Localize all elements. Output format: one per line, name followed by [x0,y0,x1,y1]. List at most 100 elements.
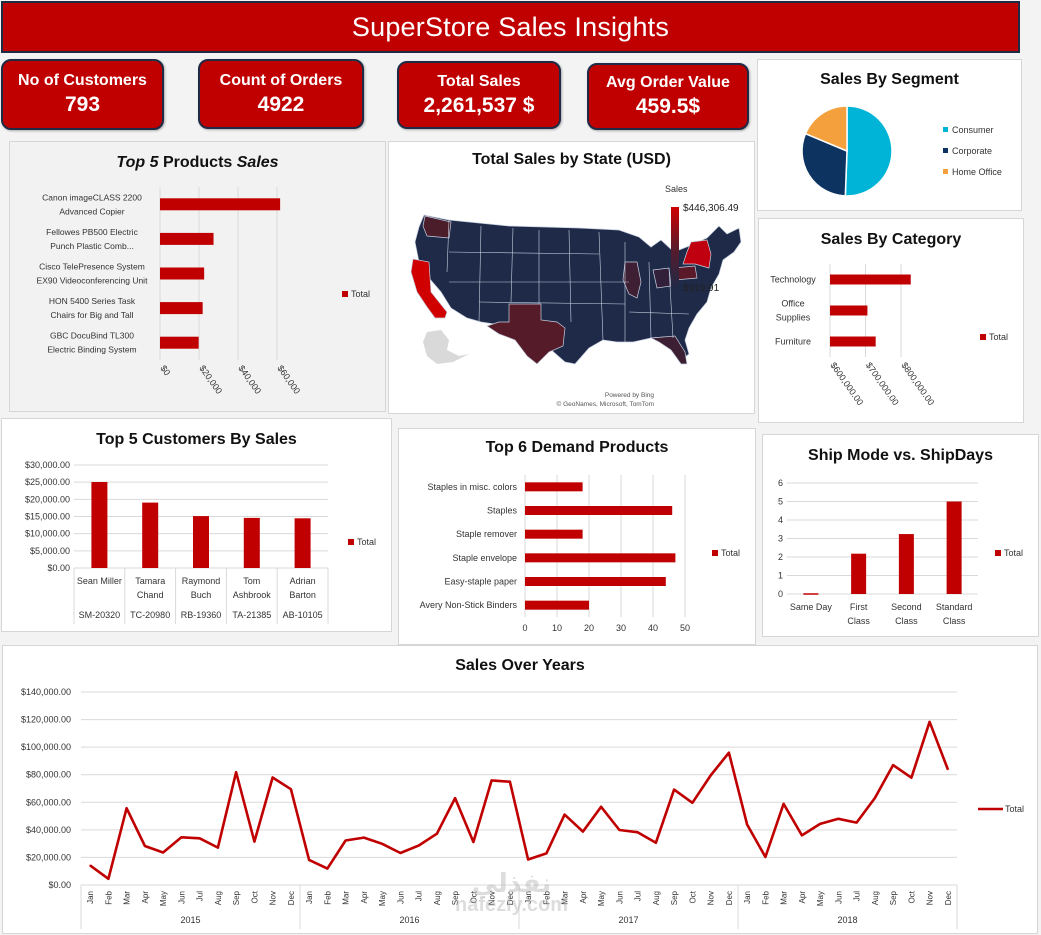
kpi-label: Total Sales [437,72,521,90]
legend-label: Corporate [952,146,992,156]
data-point [728,751,730,754]
category-bar-chart: $600,000.00$700,000.00$800,000.00 Technol… [770,264,1008,407]
month-tick-label: Jan [86,891,95,904]
series-line [89,720,950,881]
category-label: Office [781,299,804,309]
bar [91,482,108,568]
data-point [472,841,475,843]
data-point [162,851,164,854]
category-label: Technology [770,275,816,285]
bar [160,336,199,349]
bar [525,600,589,610]
category-label: Staple remover [456,529,517,539]
kpi-customers: No of Customers 793 [1,59,164,130]
sales-over-years-line-chart: $0.00 $20,000.00 $40,000.00 $60,000.00 $80,0… [21,687,1024,929]
bar [525,529,583,539]
data-point [855,821,858,824]
kpi-orders: Count of Orders 4922 [198,59,364,129]
bar [830,274,911,285]
data-point [691,802,694,804]
ship-mode-panel: Ship Mode vs. ShipDays 0 1 2 3 4 5 6 Same Day Fi… [762,434,1039,637]
category-label: Avery Non-Stick Binders [420,600,518,610]
map-credit-geonames: © GeoNames, Microsoft, TomTom [557,400,655,408]
customer-id-label: TA-21385 [232,610,271,620]
category-label: HON 5400 Series Task [49,296,136,306]
bar [160,232,214,245]
dashboard-header: SuperStore Sales Insights [1,1,1020,53]
month-tick-label: Aug [433,891,442,905]
bar [803,593,819,595]
data-point [509,780,511,783]
data-point [454,797,456,799]
data-point [582,830,584,833]
y-tick-label: $60,000.00 [26,797,71,807]
month-tick-label: Jul [196,891,205,901]
dashboard-title: SuperStore Sales Insights [351,11,670,42]
x-tick-label: 50 [680,623,690,633]
top-customers-bar-chart: $0.00 $5,000.00 $10,000.00 $15,000.00 $20,00… [25,460,376,624]
year-label: 2015 [180,915,200,925]
data-point [636,831,639,834]
data-point [764,856,767,858]
x-tick-label: $60,000 [275,363,302,395]
month-tick-label: Jan [743,891,752,904]
state-florida[interactable] [649,335,688,365]
month-tick-label: Jun [177,891,186,904]
y-tick-label: 3 [778,534,783,544]
data-point [326,867,329,870]
category-label: Second [891,602,922,612]
map-legend-max: $446,306.49 [683,203,739,214]
state-new-york[interactable] [682,239,712,269]
month-tick-label: Sep [232,890,241,905]
customer-id-label: TC-20980 [130,610,170,620]
category-label: Advanced Copier [59,206,124,216]
top-customers-panel: Top 5 Customers By Sales $0.00 $5,000.00 $… [1,418,392,632]
state-california[interactable] [410,258,448,319]
category-label: Ashbrook [233,590,272,600]
us-choropleth-map: Sales $446,306.49 $919.91 Powered by Bin… [410,184,742,408]
bar [294,518,311,568]
month-tick-label: Feb [542,890,551,904]
category-label: Tom [243,576,260,586]
year-label: 2016 [399,915,419,925]
bar [193,516,209,568]
bar [946,501,962,594]
month-tick-label: Jul [634,891,643,901]
month-tick-label: Nov [926,891,935,905]
category-label: Tamara [135,576,165,586]
demand-products-bar-chart: 0 10 20 30 40 50 Staples in misc. colors Staple… [420,475,740,633]
state-washington[interactable] [422,215,452,239]
y-tick-label: $120,000.00 [21,715,71,725]
month-tick-label: Jul [853,891,862,901]
legend-label: Total [989,332,1008,342]
data-point [363,836,365,839]
category-label: Class [943,616,966,626]
legend-swatch [342,291,348,297]
month-tick-label: Feb [323,890,332,904]
map-legend-gradient [671,207,679,289]
month-tick-label: Apr [141,891,150,904]
month-tick-label: Aug [871,891,880,905]
customer-id-label: AB-10105 [283,610,323,620]
data-point [107,877,110,880]
category-label: Staples [487,506,518,516]
kpi-avg-order: Avg Order Value 459.5$ [587,63,749,130]
data-point [198,837,201,840]
month-tick-label: Mar [561,891,570,905]
month-tick-label: Apr [798,891,807,904]
month-tick-label: Jun [834,891,843,904]
month-tick-label: Feb [104,890,113,904]
bar [160,302,203,315]
month-tick-label: Apr [579,891,588,904]
state-alaska[interactable] [423,330,469,364]
state-texas[interactable] [486,303,566,365]
us-mainland[interactable] [414,214,742,365]
month-tick-label: Aug [214,891,223,905]
x-tick-label: $0 [158,363,172,377]
data-point [819,823,821,825]
legend-swatch [943,127,948,132]
data-point [892,764,894,766]
y-tick-label: 6 [778,478,783,488]
category-label: Sean Miller [77,576,122,586]
state-illinois[interactable] [622,261,642,299]
